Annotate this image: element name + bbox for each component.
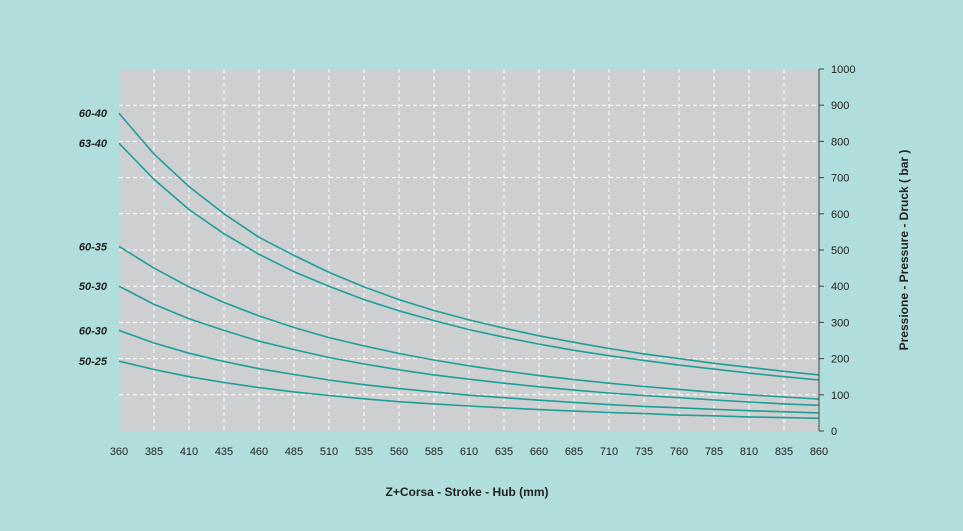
x-tick-label: 660: [530, 446, 548, 458]
x-tick-label: 460: [250, 446, 268, 458]
x-tick-label: 485: [285, 446, 303, 458]
grid-lines: [119, 69, 819, 431]
y-tick-label: 800: [831, 136, 849, 148]
series-line-60-35: [118, 245, 820, 400]
series-line-50-25: [118, 360, 820, 420]
x-tick-label: 560: [390, 446, 408, 458]
y-tick-label: 1000: [831, 64, 855, 76]
x-tick-label: 535: [355, 446, 373, 458]
series-line-60-40: [118, 112, 820, 376]
y-tick-label: 400: [831, 281, 849, 293]
x-tick-label: 360: [110, 446, 128, 458]
series-label-60-30: 60-30: [79, 325, 108, 337]
x-tick-label: 410: [180, 446, 198, 458]
series-line-60-30: [118, 329, 820, 414]
x-tick-label: 585: [425, 446, 443, 458]
y-axis-ticks: 0 100 200 300 400 500 600 700 800 900 1000: [818, 64, 855, 438]
series-label-60-40: 60-40: [79, 108, 108, 120]
x-tick-label: 760: [670, 446, 688, 458]
x-axis-title: Z+Corsa - Stroke - Hub (mm): [385, 485, 548, 499]
x-tick-label: 510: [320, 446, 338, 458]
y-tick-label: 900: [831, 100, 849, 112]
y-tick-label: 600: [831, 209, 849, 221]
series-label-50-30: 50-30: [79, 281, 108, 293]
x-tick-label: 785: [705, 446, 723, 458]
y-tick-label: 700: [831, 173, 849, 185]
x-tick-label: 610: [460, 446, 478, 458]
series-lines: [118, 112, 820, 420]
x-tick-label: 385: [145, 446, 163, 458]
x-tick-label: 810: [740, 446, 758, 458]
y-tick-label: 300: [831, 317, 849, 329]
series-labels: 60-40 63-40 60-35 50-30 60-30 50-25: [79, 108, 108, 368]
series-line-63-40: [118, 142, 820, 381]
x-tick-label: 860: [810, 446, 828, 458]
x-tick-label: 685: [565, 446, 583, 458]
y-tick-label: 500: [831, 245, 849, 257]
y-tick-label: 0: [831, 426, 837, 438]
x-tick-label: 735: [635, 446, 653, 458]
x-tick-label: 435: [215, 446, 233, 458]
y-tick-label: 200: [831, 354, 849, 366]
x-axis-ticks: 360 385 410 435 460 485 510 535 560 585 610 635 660 6…: [110, 446, 828, 458]
y-axis-title: Pressione - Pressure - Druck ( bar ): [897, 150, 911, 351]
series-label-50-25: 50-25: [79, 356, 108, 368]
series-label-63-40: 63-40: [79, 138, 108, 150]
series-label-60-35: 60-35: [79, 241, 108, 253]
x-tick-label: 835: [775, 446, 793, 458]
y-tick-label: 100: [831, 390, 849, 402]
x-tick-label: 710: [600, 446, 618, 458]
series-line-50-30: [118, 285, 820, 407]
x-tick-label: 635: [495, 446, 513, 458]
